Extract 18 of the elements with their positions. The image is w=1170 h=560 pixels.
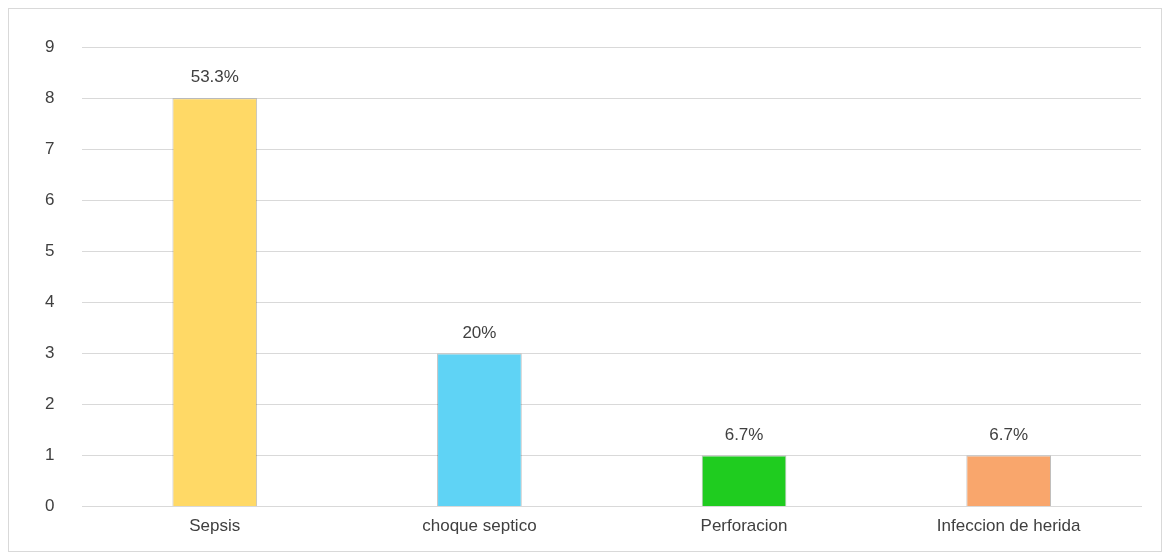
y-tick-label: 6	[44, 190, 55, 210]
y-tick-label: 1	[44, 445, 55, 465]
x-tick-label: choque septico	[422, 516, 537, 536]
x-tick-label: Perforacion	[700, 516, 788, 536]
annotation: 6.7%	[724, 424, 764, 444]
y-tick-label: 7	[44, 138, 55, 158]
y-tick-label: 4	[44, 292, 55, 312]
x-tick-label: Sepsis	[189, 516, 241, 536]
y-tick-label: 2	[44, 394, 55, 414]
annotation: 6.7%	[989, 424, 1029, 444]
annotation: 53.3%	[190, 67, 239, 87]
y-tick-label: 8	[44, 87, 55, 107]
y-tick-label: 0	[44, 496, 55, 516]
y-tick-label: 9	[44, 36, 55, 56]
y-tick-label: 3	[44, 343, 55, 363]
y-tick-label: 5	[44, 241, 55, 261]
x-tick-label: Infeccion de herida	[936, 516, 1082, 536]
annotation: 20%	[462, 322, 497, 342]
